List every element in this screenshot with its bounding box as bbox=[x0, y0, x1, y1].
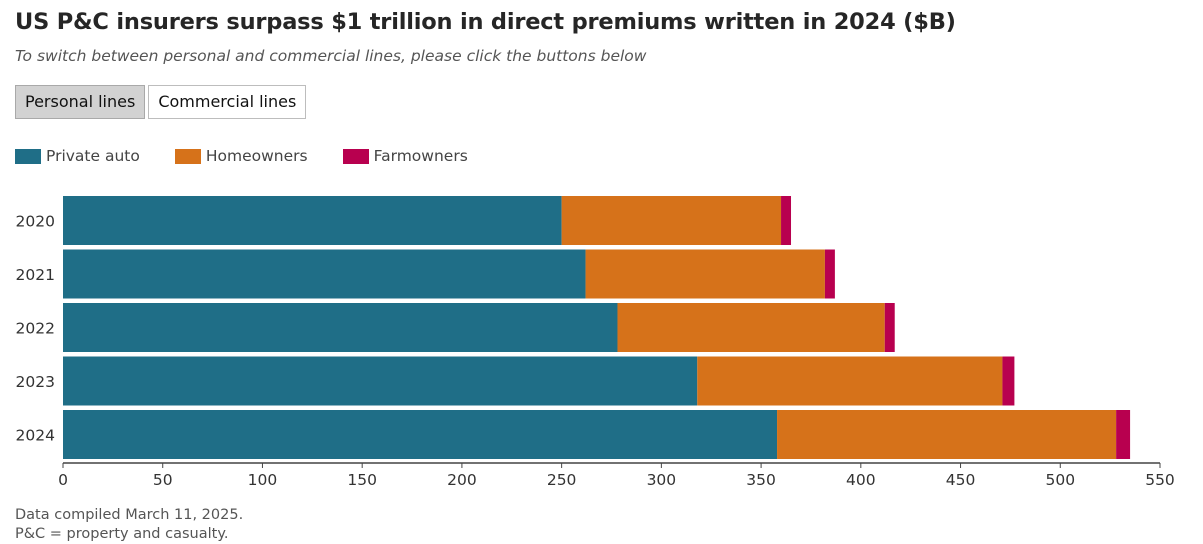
legend-label-private-auto: Private auto bbox=[46, 147, 140, 165]
x-tick-label-200: 200 bbox=[447, 471, 477, 489]
bar-homeowners-2023[interactable] bbox=[697, 356, 1003, 406]
line-toggle-group: Personal lines Commercial lines bbox=[15, 85, 309, 119]
chart-legend: Private auto Homeowners Farmowners bbox=[15, 147, 503, 165]
x-tick-label-50: 50 bbox=[153, 471, 173, 489]
x-tick-label-150: 150 bbox=[347, 471, 377, 489]
stacked-bar-chart: 2020 2021 2022 2023 2024 0 50 100 150 200 250 300 35… bbox=[16, 196, 1175, 489]
bar-homeowners-2020[interactable] bbox=[561, 196, 782, 245]
y-tick-label-2023: 2023 bbox=[16, 373, 55, 391]
bar-farmowners-2024[interactable] bbox=[1116, 410, 1131, 459]
x-tick-label-300: 300 bbox=[647, 471, 677, 489]
bar-private-auto-2024[interactable] bbox=[63, 410, 778, 459]
bar-farmowners-2023[interactable] bbox=[1002, 356, 1015, 406]
bar-farmowners-2020[interactable] bbox=[781, 196, 792, 245]
chart-subtitle: To switch between personal and commercia… bbox=[15, 47, 647, 65]
y-tick-label-2024: 2024 bbox=[16, 427, 55, 445]
x-tick-label-250: 250 bbox=[547, 471, 577, 489]
bar-homeowners-2022[interactable] bbox=[617, 303, 885, 352]
x-tick-label-100: 100 bbox=[248, 471, 278, 489]
legend-swatch-homeowners bbox=[174, 148, 201, 164]
legend-item-homeowners[interactable]: Homeowners bbox=[174, 147, 308, 165]
x-tick-label-500: 500 bbox=[1045, 471, 1075, 489]
bar-homeowners-2024[interactable] bbox=[777, 410, 1117, 459]
y-tick-label-2022: 2022 bbox=[16, 320, 55, 338]
legend-label-farmowners: Farmowners bbox=[373, 147, 468, 165]
legend-item-private-auto[interactable]: Private auto bbox=[15, 147, 140, 165]
legend-swatch-private-auto bbox=[15, 148, 41, 164]
chart-title: US P&C insurers surpass $1 trillion in d… bbox=[15, 9, 956, 35]
y-tick-label-2020: 2020 bbox=[16, 213, 55, 231]
bar-private-auto-2020[interactable] bbox=[63, 196, 562, 245]
legend-item-farmowners[interactable]: Farmowners bbox=[342, 147, 468, 165]
bar-private-auto-2022[interactable] bbox=[63, 303, 618, 352]
bar-homeowners-2021[interactable] bbox=[585, 249, 825, 299]
bar-private-auto-2021[interactable] bbox=[63, 249, 586, 299]
legend-swatch-farmowners bbox=[342, 148, 369, 164]
personal-lines-button[interactable]: Personal lines bbox=[15, 85, 146, 119]
x-tick-label-350: 350 bbox=[746, 471, 776, 489]
x-tick-label-450: 450 bbox=[946, 471, 976, 489]
bar-private-auto-2023[interactable] bbox=[63, 356, 698, 406]
x-tick-label-400: 400 bbox=[846, 471, 876, 489]
commercial-lines-button[interactable]: Commercial lines bbox=[148, 85, 307, 119]
bar-farmowners-2021[interactable] bbox=[824, 249, 835, 299]
data-compiled-note: Data compiled March 11, 2025. bbox=[15, 507, 244, 523]
x-tick-label-550: 550 bbox=[1145, 471, 1175, 489]
x-tick-label-0: 0 bbox=[58, 471, 68, 489]
bar-farmowners-2022[interactable] bbox=[884, 303, 895, 352]
definition-note: P&C = property and casualty. bbox=[15, 526, 229, 542]
y-tick-label-2021: 2021 bbox=[16, 266, 55, 284]
legend-label-homeowners: Homeowners bbox=[205, 147, 308, 165]
